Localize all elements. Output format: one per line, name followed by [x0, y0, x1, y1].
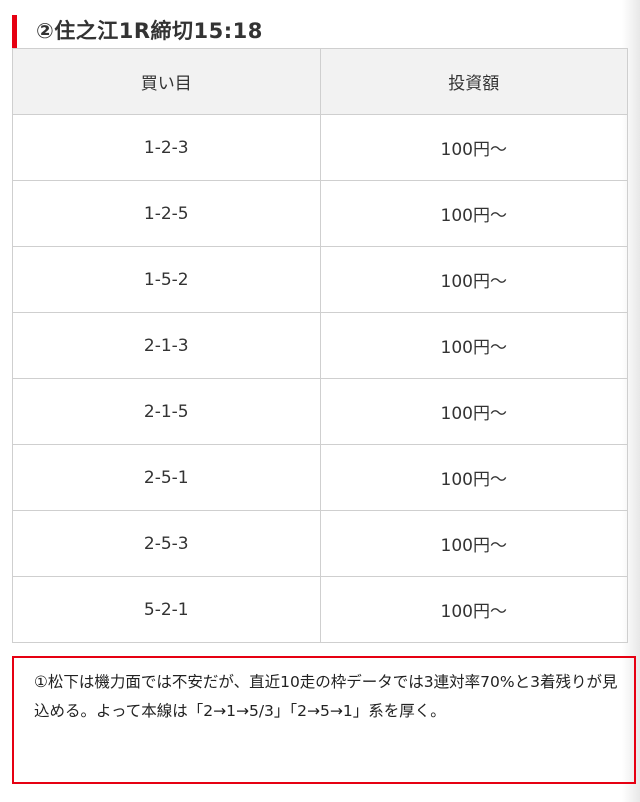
- investment-cell: 100円〜: [319, 246, 628, 313]
- table-row: 2-1-3 100円〜: [12, 312, 628, 379]
- table-row: 1-2-3 100円〜: [12, 114, 628, 181]
- table-row: 2-5-1 100円〜: [12, 444, 628, 511]
- section-heading: ②住之江1R締切15:18: [12, 15, 263, 48]
- combination-cell: 1-2-3: [12, 114, 321, 181]
- table-row: 2-5-3 100円〜: [12, 510, 628, 577]
- combination-cell: 2-5-3: [12, 510, 321, 577]
- investment-cell: 100円〜: [319, 576, 628, 643]
- table-header-row: 買い目 投資額: [12, 48, 628, 115]
- analysis-note: ①松下は機力面では不安だが、直近10走の枠データでは3連対率70%と3着残りが見…: [12, 656, 636, 784]
- combination-cell: 2-1-3: [12, 312, 321, 379]
- investment-cell: 100円〜: [319, 510, 628, 577]
- header-investment: 投資額: [319, 48, 628, 115]
- investment-cell: 100円〜: [319, 444, 628, 511]
- table-row: 1-2-5 100円〜: [12, 180, 628, 247]
- table-row: 2-1-5 100円〜: [12, 378, 628, 445]
- combination-cell: 1-5-2: [12, 246, 321, 313]
- investment-cell: 100円〜: [319, 114, 628, 181]
- investment-cell: 100円〜: [319, 312, 628, 379]
- combination-cell: 2-1-5: [12, 378, 321, 445]
- header-combination: 買い目: [12, 48, 321, 115]
- investment-cell: 100円〜: [319, 180, 628, 247]
- table-row: 5-2-1 100円〜: [12, 576, 628, 643]
- investment-cell: 100円〜: [319, 378, 628, 445]
- combination-cell: 1-2-5: [12, 180, 321, 247]
- combination-cell: 5-2-1: [12, 576, 321, 643]
- combination-cell: 2-5-1: [12, 444, 321, 511]
- table-row: 1-5-2 100円〜: [12, 246, 628, 313]
- bets-table: 買い目 投資額 1-2-3 100円〜 1-2-5 100円〜 1-5-2 100円〜 2-…: [12, 48, 628, 643]
